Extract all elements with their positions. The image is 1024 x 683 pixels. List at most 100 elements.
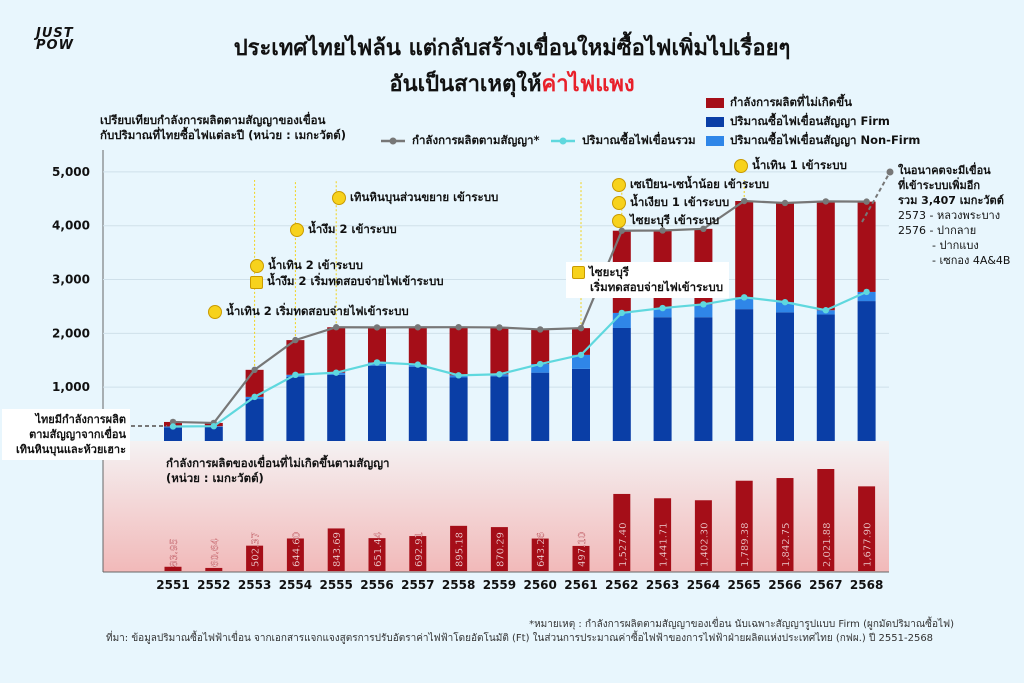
point-contract xyxy=(618,227,625,234)
point-total xyxy=(169,423,177,430)
bar-firm xyxy=(449,377,468,441)
subtitle-line1: เปรียบเทียบกำลังการผลิตตามสัญญาของเขื่อน xyxy=(100,113,326,127)
bar-nonfirm xyxy=(857,291,876,302)
line-contract xyxy=(172,199,867,425)
left-note-line2: ตามสัญญาจากเขื่อน xyxy=(29,428,126,441)
x-tick-label: 2560 xyxy=(523,578,556,592)
x-tick-label: 2566 xyxy=(768,578,801,592)
future-line2: ที่เข้าระบบเพิ่มอีก xyxy=(898,179,981,192)
y-tick-label: 4,000 xyxy=(52,219,90,233)
annotation-2554b: น้ำงึม 2 เริ่มทดสอบจ่ายไฟเข้าระบบ xyxy=(250,273,444,291)
x-tick-label: 2557 xyxy=(401,578,434,592)
point-total xyxy=(251,393,258,401)
bar-unrealized xyxy=(613,493,631,571)
new-dam-icon xyxy=(250,259,264,273)
bar-nonfirm xyxy=(694,304,713,318)
title-prefix: อันเป็นสาเหตุให้ xyxy=(389,72,542,97)
bar-firm xyxy=(653,317,672,441)
bar-nonfirm xyxy=(735,297,754,310)
legend-label-firm: ปริมาณซื้อไฟเขื่อนสัญญา Firm xyxy=(730,114,890,128)
bar-value-label: 1,789.38 xyxy=(740,522,751,567)
new-dam-icon xyxy=(612,178,626,192)
bottom-chart-title: กำลังการผลิตของเขื่อนที่ไม่เกิดขึ้นตามสั… xyxy=(166,456,390,486)
annotation-2562a-text: เซเปียน-เซน้ำน้อย เข้าระบบ xyxy=(630,177,770,191)
point-contract xyxy=(496,324,503,331)
point-total xyxy=(373,359,381,366)
logo-line1: JUST xyxy=(36,26,74,41)
bar-unused xyxy=(408,327,427,365)
chart-subtitle: เปรียบเทียบกำลังการผลิตตามสัญญาของเขื่อน… xyxy=(100,113,400,143)
bar-firm xyxy=(368,365,386,441)
point-contract xyxy=(659,227,666,234)
bar-firm xyxy=(572,368,590,441)
annotation-2562c-text: ไซยะบุรี เข้าระบบ xyxy=(630,213,720,227)
point-total xyxy=(292,371,299,379)
point-total xyxy=(210,423,217,430)
bar-value-label: 1,842.75 xyxy=(781,522,792,567)
bar-unrealized xyxy=(327,528,345,571)
bar-firm xyxy=(490,376,509,441)
bar-value-label: 497.10 xyxy=(577,532,588,567)
point-total xyxy=(537,360,544,368)
point-contract xyxy=(741,197,748,205)
y-tick-label: 5,000 xyxy=(52,165,90,179)
legend-firm: ปริมาณซื้อไฟเขื่อนสัญญา Firm xyxy=(706,113,890,131)
new-dam-icon xyxy=(332,191,346,205)
annotation-2555a: น้ำงึม 2 เข้าระบบ xyxy=(290,221,397,239)
legend-line-contract xyxy=(381,137,405,145)
point-total xyxy=(333,369,340,376)
bar-firm xyxy=(204,426,223,441)
legend-label-nonfirm: ปริมาณซื้อไฟเขื่อนสัญญา Non-Firm xyxy=(730,133,921,147)
annotation-2554b-text: น้ำงึม 2 เริ่มทดสอบจ่ายไฟเข้าระบบ xyxy=(267,274,444,288)
x-tick-label: 2564 xyxy=(687,578,720,592)
bar-firm xyxy=(816,314,835,441)
y-tick-label: 2,000 xyxy=(52,326,90,340)
line-total xyxy=(172,290,868,428)
bar-unrealized xyxy=(858,486,876,571)
future-note: ในอนาคตจะมีเขื่อน ที่เข้าระบบเพิ่มอีก รว… xyxy=(898,163,1010,268)
bar-value-label: 60.64 xyxy=(210,538,221,567)
bar-unrealized xyxy=(164,566,182,571)
x-tick-label: 2563 xyxy=(646,578,679,592)
new-dam-icon xyxy=(612,196,626,210)
source-note: ที่มา: ข้อมูลปริมาณซื้อไฟฟ้าเขื่อน จากเอ… xyxy=(106,633,934,644)
new-dam-icon xyxy=(208,305,222,319)
legend-contract: กำลังการผลิตตามสัญญา* xyxy=(380,132,540,150)
bar-unrealized xyxy=(490,527,508,571)
bar-value-label: 1,527.40 xyxy=(618,522,629,567)
annotation-2561: ไซยะบุรี เริ่มทดสอบจ่ายไฟเข้าระบบ xyxy=(566,262,730,298)
point-contract xyxy=(455,323,462,331)
bar-unused xyxy=(490,327,509,375)
point-contract xyxy=(537,326,544,333)
bottom-title-line2: (หน่วย : เมกะวัตต์) xyxy=(166,471,264,485)
bar-firm xyxy=(694,317,713,441)
point-contract xyxy=(373,324,381,331)
page-title-line2: อันเป็นสาเหตุให้ค่าไฟแพง xyxy=(100,66,924,101)
y-tick-label: 1,000 xyxy=(52,380,90,394)
annotation-2554a-text: น้ำเทิน 2 เข้าระบบ xyxy=(268,258,363,272)
bar-unused xyxy=(327,327,346,373)
bar-unrealized xyxy=(572,545,590,571)
bar-value-label: 1,677.90 xyxy=(863,522,874,567)
bar-firm xyxy=(776,312,794,441)
bar-unused xyxy=(531,329,550,365)
bar-unused xyxy=(857,201,876,292)
bar-unused xyxy=(368,327,386,363)
point-total xyxy=(781,298,789,306)
annotation-2562c: ไซยะบุรี เข้าระบบ xyxy=(612,212,719,230)
x-tick-label: 2558 xyxy=(442,578,475,592)
brand-logo: JUST POW xyxy=(36,26,74,52)
point-contract xyxy=(577,324,585,332)
legend-label-contract: กำลังการผลิตตามสัญญา* xyxy=(412,133,540,147)
legend-label-total: ปริมาณซื้อไฟเขื่อนรวม xyxy=(582,133,696,147)
annotation-2561a-text: ไซยะบุรี xyxy=(589,265,629,279)
x-tick-label: 2561 xyxy=(564,578,597,592)
bar-firm xyxy=(408,366,427,441)
legend-nonfirm: ปริมาณซื้อไฟเขื่อนสัญญา Non-Firm xyxy=(706,132,920,150)
bar-unused xyxy=(449,327,468,376)
bar-unrealized xyxy=(531,538,549,571)
footnote: *หมายเหตุ : กำลังการผลิตตามสัญญาของเขื่อ… xyxy=(529,619,954,630)
future-dashed-line xyxy=(861,171,891,223)
annotation-2555b: เทินหินบุนส่วนขยาย เข้าระบบ xyxy=(332,189,498,207)
bar-firm xyxy=(857,301,876,441)
